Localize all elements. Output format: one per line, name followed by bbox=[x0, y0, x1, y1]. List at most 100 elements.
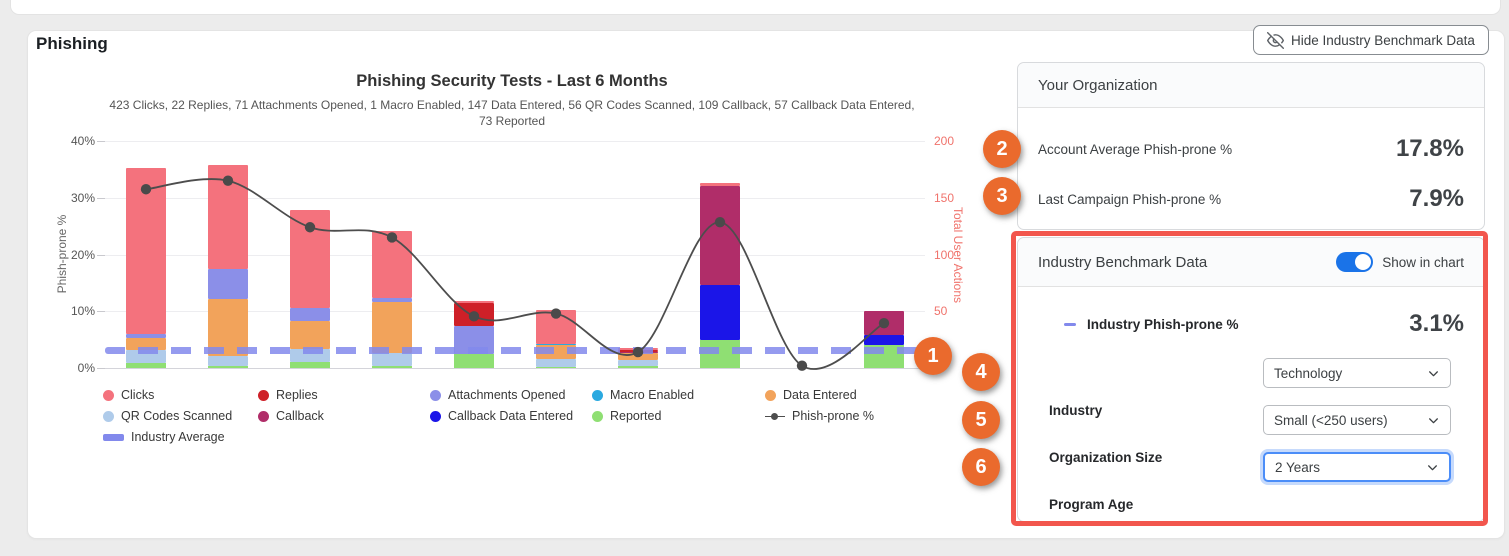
bar-segment-replies[interactable] bbox=[454, 303, 494, 326]
data-entered-legend-swatch-icon bbox=[765, 389, 776, 401]
bar-segment-data-entered[interactable] bbox=[372, 302, 412, 354]
legend-label: Callback bbox=[276, 409, 324, 423]
legend-item-qr-codes-scanned[interactable]: QR Codes Scanned bbox=[103, 409, 232, 423]
bar-segment-qr-codes-scanned[interactable] bbox=[208, 355, 248, 366]
bar-segment-callback[interactable] bbox=[700, 186, 740, 286]
legend-label: Replies bbox=[276, 388, 318, 402]
bar-segment-clicks[interactable] bbox=[700, 182, 740, 187]
chevron-down-icon bbox=[1429, 417, 1438, 423]
hide-benchmark-label: Hide Industry Benchmark Data bbox=[1291, 32, 1475, 48]
bar-segment-clicks[interactable] bbox=[372, 230, 412, 298]
annotation-badge-3: 3 bbox=[983, 177, 1021, 215]
bar-segment-callback-data-entered[interactable] bbox=[864, 335, 904, 346]
legend-label: Callback Data Entered bbox=[448, 409, 574, 423]
industry-select-value: Technology bbox=[1274, 365, 1343, 381]
bar-segment-reported[interactable] bbox=[290, 362, 330, 368]
your-organization-panel: Your Organization Account Average Phish-… bbox=[1017, 62, 1485, 230]
bar-segment-qr-codes-scanned[interactable] bbox=[618, 360, 658, 366]
legend-item-industry-average[interactable]: Industry Average bbox=[103, 430, 225, 444]
axis-tickmark bbox=[97, 368, 105, 369]
bar-segment-clicks[interactable] bbox=[454, 301, 494, 304]
account-average-row: Account Average Phish-prone % 17.8% bbox=[1018, 123, 1484, 175]
legend-item-callback-data-entered[interactable]: Callback Data Entered bbox=[430, 409, 573, 423]
previous-card-bottom-edge bbox=[10, 0, 1501, 15]
bar-segment-callback[interactable] bbox=[864, 311, 904, 336]
gridline bbox=[105, 368, 925, 369]
legend-item-phish-prone-[interactable]: Phish-prone % bbox=[765, 409, 874, 423]
last-campaign-row: Last Campaign Phish-prone % 7.9% bbox=[1018, 173, 1484, 225]
bar-segment-reported[interactable] bbox=[208, 365, 248, 368]
bar-segment-clicks[interactable] bbox=[126, 168, 166, 334]
organization-size-select[interactable]: Small (<250 users) bbox=[1263, 405, 1451, 435]
industry-benchmark-panel: Industry Benchmark Data Show in chart In… bbox=[1017, 237, 1485, 522]
attachments-opened-legend-swatch-icon bbox=[430, 389, 441, 401]
legend-item-macro-enabled[interactable]: Macro Enabled bbox=[592, 388, 694, 402]
bar-segment-clicks[interactable] bbox=[536, 310, 576, 345]
legend-item-attachments-opened[interactable]: Attachments Opened bbox=[430, 388, 565, 402]
eye-off-icon bbox=[1267, 31, 1284, 49]
right-axis-tick-label: 150 bbox=[934, 190, 955, 205]
industry-average-line bbox=[105, 346, 938, 354]
bar-segment-attachments-opened[interactable] bbox=[372, 297, 412, 303]
axis-tickmark bbox=[97, 311, 105, 313]
axis-tickmark bbox=[97, 254, 105, 256]
bar-segment-attachments-opened[interactable] bbox=[126, 333, 166, 339]
chart-title: Phishing Security Tests - Last 6 Months bbox=[356, 72, 668, 90]
legend-label: Phish-prone % bbox=[792, 409, 874, 423]
your-organization-title: Your Organization bbox=[1038, 76, 1158, 94]
account-average-value: 17.8% bbox=[1395, 135, 1464, 162]
legend-label: Industry Average bbox=[131, 430, 225, 444]
reported-legend-swatch-icon bbox=[592, 410, 603, 422]
industry-select[interactable]: Technology bbox=[1263, 358, 1451, 388]
legend-item-replies[interactable]: Replies bbox=[258, 388, 318, 402]
bar-segment-reported[interactable] bbox=[618, 365, 658, 368]
chevron-down-icon bbox=[1429, 370, 1438, 376]
toggle-knob bbox=[1355, 254, 1372, 270]
right-axis-tick-label: 50 bbox=[934, 304, 948, 319]
industry-phish-prone-label: Industry Phish-prone % bbox=[1087, 316, 1239, 332]
bar-segment-data-entered[interactable] bbox=[618, 353, 658, 361]
bar-segment-reported[interactable] bbox=[454, 354, 494, 368]
bar-segment-attachments-opened[interactable] bbox=[208, 269, 248, 299]
show-in-chart-toggle[interactable] bbox=[1336, 252, 1374, 272]
left-axis-tick-label: 0% bbox=[77, 361, 95, 375]
legend-label: Data Entered bbox=[783, 388, 857, 402]
legend-item-clicks[interactable]: Clicks bbox=[103, 388, 154, 402]
phish-prone--legend-swatch-icon bbox=[765, 411, 785, 422]
legend-label: Macro Enabled bbox=[610, 388, 695, 402]
organization-size-field-label: Organization Size bbox=[1049, 450, 1163, 465]
legend-item-callback[interactable]: Callback bbox=[258, 409, 324, 423]
bar-segment-qr-codes-scanned[interactable] bbox=[536, 358, 576, 367]
bar-segment-qr-codes-scanned[interactable] bbox=[372, 353, 412, 366]
program-age-select[interactable]: 2 Years bbox=[1263, 452, 1451, 482]
legend-label: Attachments Opened bbox=[448, 388, 566, 402]
left-axis-tick-label: 20% bbox=[70, 247, 95, 262]
bar-segment-clicks[interactable] bbox=[208, 164, 248, 270]
legend-label: Clicks bbox=[121, 388, 155, 402]
axis-tickmark bbox=[97, 141, 105, 142]
bar-segment-reported[interactable] bbox=[372, 365, 412, 368]
legend-item-reported[interactable]: Reported bbox=[592, 409, 661, 423]
program-age-select-value: 2 Years bbox=[1275, 459, 1321, 475]
your-organization-header: Your Organization bbox=[1018, 63, 1484, 108]
section-title: Phishing bbox=[36, 34, 108, 53]
annotation-badge-2: 2 bbox=[983, 130, 1021, 168]
chevron-down-icon bbox=[1428, 464, 1437, 470]
legend-label: QR Codes Scanned bbox=[121, 409, 233, 423]
legend-item-data-entered[interactable]: Data Entered bbox=[765, 388, 857, 402]
bar-segment-attachments-opened[interactable] bbox=[290, 307, 330, 322]
annotation-badge-6: 6 bbox=[962, 448, 1000, 486]
show-in-chart-label: Show in chart bbox=[1382, 254, 1464, 270]
bar-segment-clicks[interactable] bbox=[290, 210, 330, 308]
annotation-badge-4: 4 bbox=[962, 353, 1000, 391]
annotation-badge-1: 1 bbox=[914, 337, 952, 375]
bar-segment-reported[interactable] bbox=[126, 363, 166, 368]
hide-benchmark-button[interactable]: Hide Industry Benchmark Data bbox=[1253, 25, 1489, 55]
bar-segment-data-entered[interactable] bbox=[290, 321, 330, 349]
industry-phish-prone-value: 3.1% bbox=[1409, 310, 1464, 337]
macro-enabled-legend-swatch-icon bbox=[592, 389, 603, 401]
bar-segment-callback-data-entered[interactable] bbox=[700, 285, 740, 340]
annotation-badge-5: 5 bbox=[962, 401, 1000, 439]
bar-segment-reported[interactable] bbox=[536, 366, 576, 368]
right-axis-tick-label: 200 bbox=[934, 134, 955, 148]
